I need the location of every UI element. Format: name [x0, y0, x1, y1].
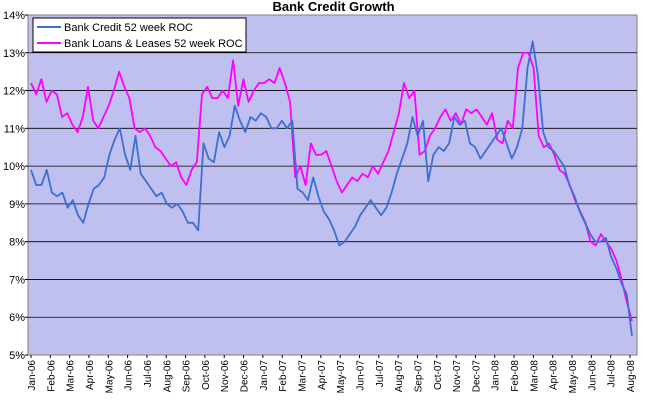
x-tick-label: Nov-06: [220, 360, 231, 393]
y-axis: 5% 6% 7% 8% 9% 10% 11% 12% 13% 14%: [3, 10, 28, 362]
y-tick-label: 14%: [3, 10, 25, 22]
x-tick-label: May-06: [104, 360, 115, 394]
x-tick-label: Feb-08: [510, 360, 521, 392]
y-tick-label: 13%: [3, 48, 25, 60]
x-tick-label: Feb-06: [46, 360, 57, 392]
y-tick-label: 10%: [3, 161, 25, 173]
y-tick-label: 9%: [9, 199, 25, 211]
series-line-0: [30, 40, 633, 337]
legend: Bank Credit 52 week ROC Bank Loans & Lea…: [32, 17, 247, 53]
x-axis: Jan-06 Feb-06 Mar-06 Apr-06 May-06 Jun-06 Jul-…: [27, 355, 637, 393]
x-tick-label: Feb-07: [278, 360, 289, 392]
y-tick-label: 5%: [9, 350, 25, 362]
x-tick-label: Jun-08: [587, 360, 598, 391]
x-tick-label: Jun-06: [124, 360, 135, 391]
x-tick-label: Aug-08: [626, 360, 637, 393]
plot-area: [27, 14, 638, 356]
y-tick-label: 11%: [4, 123, 25, 135]
x-tick-label: Jan-06: [27, 360, 38, 391]
x-tick-label: Sep-07: [413, 360, 424, 393]
x-tick-label: Sep-06: [182, 360, 193, 393]
y-tick-label: 12%: [3, 86, 25, 98]
x-tick-label: Mar-07: [298, 360, 309, 392]
legend-label-bank-loans: Bank Loans & Leases 52 week ROC: [64, 38, 243, 50]
x-tick-label: Dec-06: [240, 360, 251, 393]
x-tick-label: May-08: [568, 360, 579, 394]
x-tick-label: Apr-07: [317, 360, 328, 390]
y-tick-label: 6%: [9, 312, 25, 324]
plot-lines: [30, 40, 633, 337]
x-tick-label: May-07: [336, 360, 347, 394]
x-tick-label: Dec-07: [471, 360, 482, 393]
x-tick-label: Apr-08: [549, 360, 560, 390]
x-tick-label: Mar-06: [66, 360, 77, 392]
x-tick-label: Aug-06: [162, 360, 173, 393]
x-tick-label: Jul-07: [375, 360, 386, 388]
legend-label-bank-credit: Bank Credit 52 week ROC: [64, 22, 193, 34]
legend-box: [32, 17, 247, 53]
y-tick-label: 7%: [9, 274, 25, 286]
x-tick-label: Jul-06: [143, 360, 154, 388]
y-tick-label: 8%: [9, 237, 25, 249]
x-tick-label: Apr-06: [85, 360, 96, 390]
x-tick-label: Aug-07: [394, 360, 405, 393]
x-tick-label: Jan-07: [259, 360, 270, 391]
x-tick-label: Oct-07: [433, 360, 444, 390]
x-tick-label: Jun-07: [355, 360, 366, 391]
x-tick-label: Oct-06: [201, 360, 212, 390]
x-tick-label: Jan-08: [491, 360, 502, 391]
chart-title: Bank Credit Growth: [272, 0, 394, 14]
x-tick-label: Jul-08: [607, 360, 618, 388]
x-tick-label: Mar-08: [529, 360, 540, 392]
series-line-1: [30, 51, 633, 322]
x-tick-label: Nov-07: [452, 360, 463, 393]
